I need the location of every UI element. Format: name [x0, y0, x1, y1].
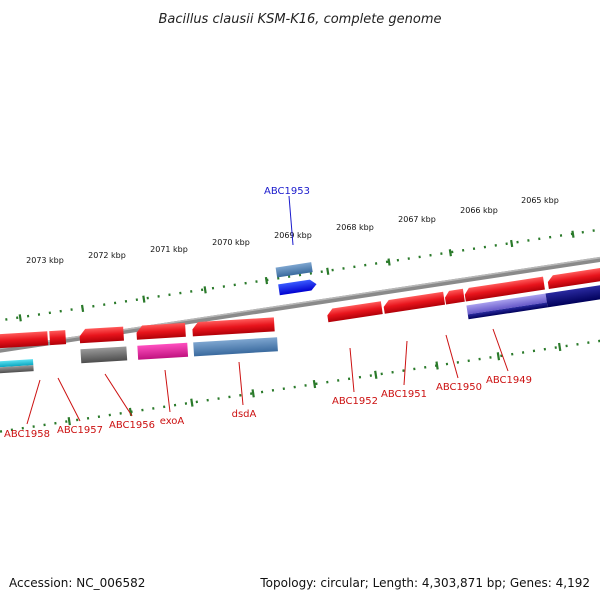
- kbp-label: 2067 kbp: [398, 215, 436, 224]
- gene-steel-forward: [275, 262, 313, 278]
- gene-abc1957: [79, 326, 124, 344]
- gene-abc1949: [464, 276, 545, 302]
- gene-grey: [80, 346, 128, 364]
- kbp-label: 2069 kbp: [274, 231, 312, 240]
- gene-abc1952: [327, 301, 383, 323]
- kbp-label: 2072 kbp: [88, 251, 126, 260]
- gene-abc1951: [383, 291, 446, 314]
- gene-navy: [545, 278, 600, 308]
- gene-abc1956: [136, 322, 186, 340]
- gene-navy-lower: [467, 302, 548, 320]
- gene-label: ABC1952: [332, 396, 378, 407]
- gene-label: ABC1956: [109, 420, 155, 431]
- kbp-labels: 2073 kbp 2072 kbp 2071 kbp 2070 kbp 2069…: [26, 196, 559, 265]
- gene-label: dsdA: [232, 409, 257, 420]
- gene-cluster-left: [0, 317, 278, 374]
- gene-lavender: [466, 293, 547, 315]
- kbp-label: 2066 kbp: [460, 206, 498, 215]
- kbp-label: 2070 kbp: [212, 238, 250, 247]
- forward-genes: [275, 262, 317, 296]
- kbp-label: 2071 kbp: [150, 245, 188, 254]
- gene-label: ABC1950: [436, 382, 482, 393]
- gene-label: ABC1953: [264, 186, 310, 197]
- kbp-label: 2065 kbp: [521, 196, 559, 205]
- gene-label: ABC1951: [381, 389, 427, 400]
- gene-abc1953: [278, 279, 317, 296]
- upper-tick-track: [0, 222, 600, 325]
- gene-exoa: [137, 342, 189, 360]
- gene-label: ABC1949: [486, 375, 532, 386]
- gene-steel: [193, 337, 278, 357]
- map-title: Bacillus clausii KSM-K16, complete genom…: [158, 12, 441, 27]
- gene-dsda: [192, 317, 275, 337]
- lower-tick-track: [0, 331, 600, 433]
- gene-red-left: [0, 331, 49, 349]
- kbp-label: 2073 kbp: [26, 256, 64, 265]
- leader-lines: [26, 195, 509, 425]
- genome-summary: Topology: circular; Length: 4,303,871 bp…: [259, 576, 590, 590]
- accession-label: Accession: NC_006582: [9, 576, 145, 590]
- gene-cluster-right: [327, 261, 600, 323]
- gene-red-far-right: [547, 261, 600, 289]
- gene-red-left2: [49, 330, 67, 346]
- gene-cyan: [0, 359, 34, 368]
- gene-labels: ABC1953 ABC1958 ABC1957 ABC1956 exoA dsd…: [4, 186, 532, 440]
- gene-label: ABC1958: [4, 429, 50, 440]
- gene-label: ABC1957: [57, 425, 103, 436]
- gene-label: exoA: [160, 416, 185, 427]
- gene-grey-small: [0, 365, 34, 374]
- kbp-label: 2068 kbp: [336, 223, 374, 232]
- gene-abc1950: [445, 288, 465, 305]
